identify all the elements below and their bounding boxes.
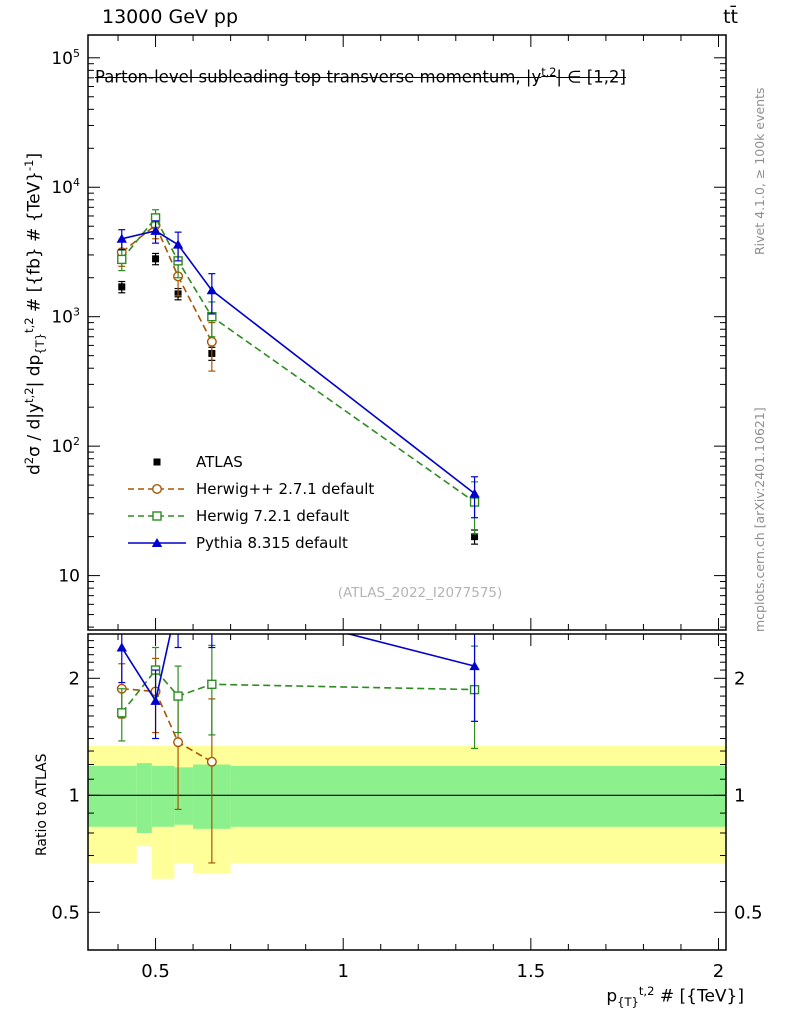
label-part: {T} [33, 332, 48, 355]
svg-text:2: 2 [713, 961, 724, 982]
legend-label-herwigpp: Herwig++ 2.7.1 default [196, 480, 375, 498]
legend-label-herwig7: Herwig 7.2.1 default [196, 507, 350, 525]
legend-label-pythia: Pythia 8.315 default [196, 534, 348, 552]
svg-text:1: 1 [337, 961, 348, 982]
rivet-version-note: Rivet 4.1.0, ≥ 100k events [752, 87, 767, 255]
watermark: (ATLAS_2022_I2077575) [337, 585, 503, 601]
mcplots-arxiv-note: mcplots.cern.ch [arXiv:2401.10621] [752, 407, 767, 632]
label-part: t,2 [22, 317, 36, 333]
panel-title: Parton-level subleading top transverse m… [95, 66, 626, 87]
label-part: 2 [22, 456, 36, 465]
svg-text:103: 103 [51, 306, 80, 328]
svg-text:102: 102 [51, 435, 80, 457]
header-right: tt̄ [723, 6, 738, 28]
label-part: -1 [22, 159, 36, 172]
label-part: | dp [24, 354, 45, 388]
y-axis-label: d2σ / d|yt,2| dp{T}t,2 # [{fb} # {TeV}-1… [22, 153, 47, 475]
svg-text:0.5: 0.5 [51, 902, 80, 923]
svg-text:0.5: 0.5 [734, 902, 763, 923]
label-part: p [606, 986, 618, 1007]
label-part: | ∈ [1,2] [556, 67, 626, 87]
label-part: # [{TeV}] [654, 986, 744, 1007]
label-part: t,2 [22, 387, 36, 403]
svg-text:0.5: 0.5 [141, 961, 170, 982]
x-axis-label: p{T}t,2 # [{TeV}] [454, 984, 744, 1009]
header-left: 13000 GeV pp [102, 6, 239, 28]
label-part: ] [24, 152, 45, 160]
label-part: d [24, 464, 45, 475]
legend-label-atlas: ATLAS [196, 453, 243, 471]
svg-text:1.5: 1.5 [517, 961, 546, 982]
svg-text:2: 2 [69, 668, 80, 689]
ratio-y-axis-label: Ratio to ATLAS [34, 753, 50, 856]
label-part: t,2 [638, 984, 655, 998]
svg-text:10: 10 [58, 567, 80, 587]
label-part: Parton-level subleading top transverse m… [95, 67, 542, 87]
svg-text:1: 1 [69, 785, 80, 806]
svg-text:1: 1 [734, 785, 745, 806]
label-part: σ / d|y [24, 402, 45, 457]
label-part: # [{fb} # {TeV} [24, 171, 45, 318]
label-part: {T} [617, 995, 639, 1010]
svg-text:104: 104 [51, 176, 80, 198]
svg-text:2: 2 [734, 668, 745, 689]
svg-text:105: 105 [51, 47, 80, 69]
label-part: t,2 [541, 66, 557, 79]
